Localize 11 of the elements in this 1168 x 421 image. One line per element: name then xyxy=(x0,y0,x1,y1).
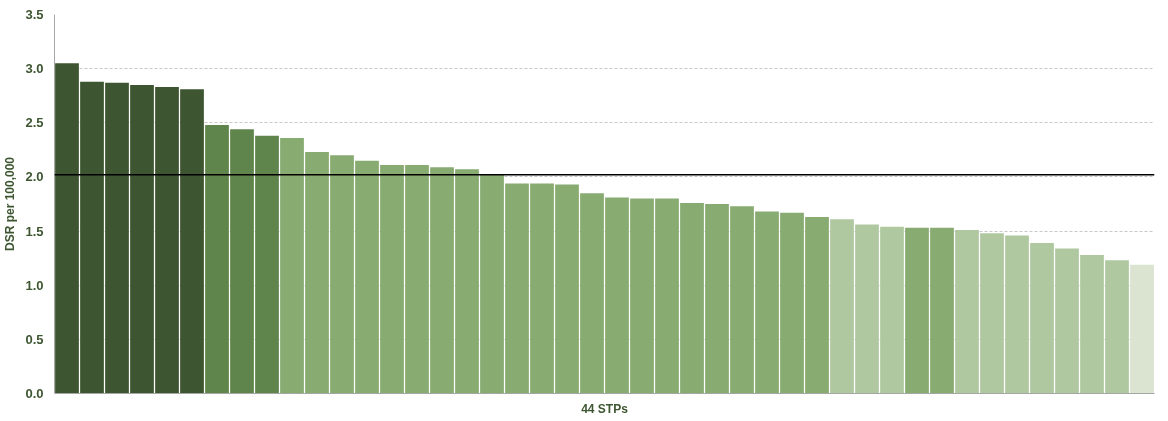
bar xyxy=(1130,264,1154,394)
y-tick-label: 1.5 xyxy=(25,223,44,239)
x-axis-title: 44 STPs xyxy=(581,401,629,416)
y-tick-label: 2.5 xyxy=(25,115,44,131)
y-tick-label: 2.0 xyxy=(25,169,44,185)
y-tick-label: 3.5 xyxy=(25,7,44,22)
y-tick-label: 0.5 xyxy=(25,331,44,347)
y-axis-title: DSR per 100,000 xyxy=(3,156,18,252)
y-tick-label: 0.0 xyxy=(25,386,44,401)
y-tick-label: 3.0 xyxy=(25,61,44,77)
y-tick-label: 1.0 xyxy=(25,277,44,293)
